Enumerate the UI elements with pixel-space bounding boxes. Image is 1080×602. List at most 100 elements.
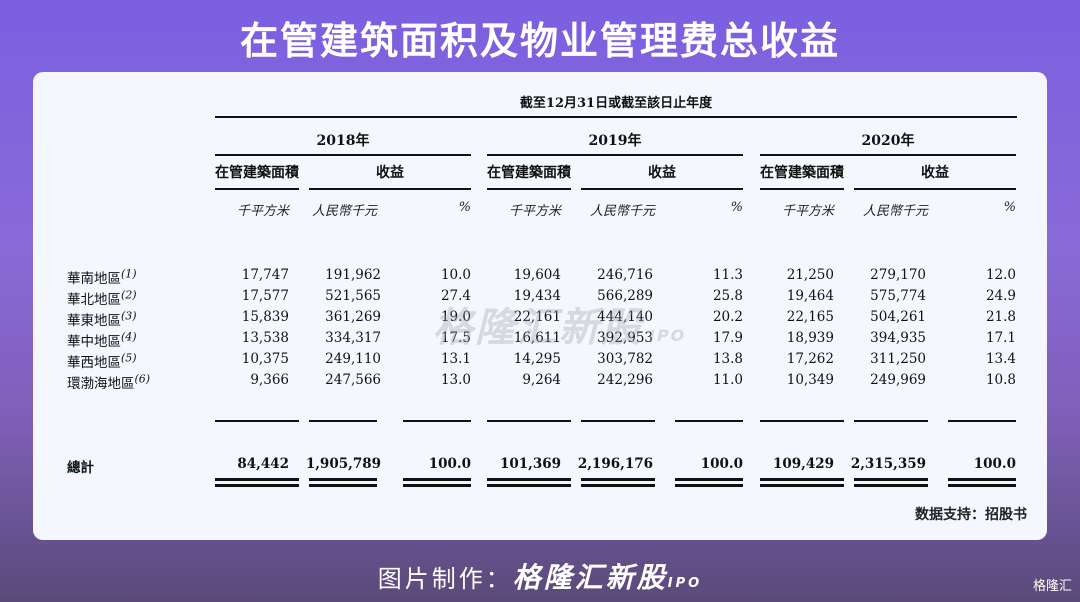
total-double-line: [215, 484, 299, 487]
table-cell: 17.5: [440, 330, 471, 346]
table-cell: 12.0: [985, 267, 1016, 283]
table-cell: 11.0: [712, 372, 743, 388]
footer-ipo: IPO: [667, 576, 703, 591]
divider: [215, 154, 471, 156]
table-cell: 19.0: [440, 309, 471, 325]
table-cell: 521,565: [325, 288, 381, 304]
table-cell: 25.8: [712, 288, 743, 304]
divider: [581, 188, 743, 190]
table-cell: 247,566: [325, 372, 381, 388]
row-label: 華中地區(4): [67, 330, 137, 351]
subtotal-line: [215, 420, 299, 422]
year-2020: 2020年: [861, 133, 915, 149]
unit-pct: %: [730, 200, 743, 215]
divider: [215, 188, 299, 190]
total-double-line: [948, 478, 1016, 481]
table-cell: 16,611: [513, 330, 561, 346]
total-double-line: [403, 484, 471, 487]
unit-area: 千平方米: [781, 204, 834, 219]
table-cell: 19,604: [513, 267, 561, 283]
total-double-line: [581, 484, 655, 487]
total-double-line: [309, 484, 377, 487]
subtotal-line: [948, 420, 1016, 422]
table-cell: 249,110: [325, 351, 381, 367]
table-cell: 191,962: [325, 267, 381, 283]
footer-credit: 图片制作：格隆汇新股IPO: [0, 556, 1080, 596]
footer-brand: 格隆汇新股: [512, 561, 668, 594]
table-cell: 444,140: [597, 309, 653, 325]
table-cell: 10.8: [985, 372, 1016, 388]
total-label: 總計: [67, 460, 94, 476]
table-cell: 10,349: [786, 372, 834, 388]
table-cell: 21.8: [985, 309, 1016, 325]
row-label: 華北地區(2): [67, 288, 137, 309]
table-cell: 17.9: [712, 330, 743, 346]
page-title: 在管建筑面积及物业管理费总收益: [239, 19, 840, 63]
divider: [309, 188, 471, 190]
divider: [215, 116, 1017, 118]
table-cell: 279,170: [870, 267, 926, 283]
source-note: 数据支持：招股书: [915, 507, 1027, 523]
total-double-line: [487, 484, 571, 487]
table-cell: 19,464: [786, 288, 834, 304]
unit-revenue: 人民幣千元: [862, 204, 928, 219]
corner-logo: 格隆汇: [1032, 579, 1072, 594]
total-double-line: [487, 478, 571, 481]
total-double-line: [675, 478, 743, 481]
total-cell: 100.0: [428, 456, 471, 472]
sub-area: 在管建築面積: [760, 165, 844, 181]
table-cell: 22,161: [513, 309, 561, 325]
subtotal-line: [675, 420, 743, 422]
table-cell: 504,261: [870, 309, 926, 325]
divider: [760, 154, 1016, 156]
subtotal-line: [760, 420, 844, 422]
year-2019: 2019年: [588, 133, 642, 149]
table-cell: 13.1: [440, 351, 471, 367]
total-double-line: [760, 484, 844, 487]
table-cell: 19,434: [513, 288, 561, 304]
table-cell: 392,953: [597, 330, 653, 346]
sub-area: 在管建築面積: [215, 165, 299, 181]
row-label: 華南地區(1): [67, 267, 137, 288]
table-cell: 17,577: [241, 288, 289, 304]
table-cell: 9,366: [250, 372, 289, 388]
total-double-line: [948, 484, 1016, 487]
row-label: 華東地區(3): [67, 309, 137, 330]
year-2018: 2018年: [316, 133, 370, 149]
table-cell: 10.0: [440, 267, 471, 283]
table-cell: 10,375: [241, 351, 289, 367]
total-double-line: [309, 478, 377, 481]
row-label: 華西地區(5): [67, 351, 137, 372]
table-cell: 17,262: [786, 351, 834, 367]
unit-revenue: 人民幣千元: [589, 204, 655, 219]
sub-revenue: 收益: [648, 165, 676, 181]
table-cell: 17.1: [985, 330, 1016, 346]
table-cell: 24.9: [985, 288, 1016, 304]
total-cell: 101,369: [499, 456, 561, 472]
total-cell: 100.0: [973, 456, 1016, 472]
divider: [487, 154, 743, 156]
total-double-line: [854, 478, 928, 481]
total-cell: 1,905,789: [305, 456, 381, 472]
total-double-line: [675, 484, 743, 487]
table-cell: 21,250: [786, 267, 834, 283]
unit-area: 千平方米: [236, 204, 289, 219]
total-double-line: [854, 484, 928, 487]
subtotal-line: [581, 420, 655, 422]
footer-prefix: 图片制作：: [377, 565, 513, 593]
table-cell: 242,296: [597, 372, 653, 388]
table-cell: 361,269: [325, 309, 381, 325]
table-cell: 22,165: [786, 309, 834, 325]
period-header: 截至12月31日或截至該日止年度: [519, 96, 713, 111]
subtotal-line: [854, 420, 928, 422]
subtotal-line: [309, 420, 377, 422]
total-double-line: [215, 478, 299, 481]
table-cell: 303,782: [597, 351, 653, 367]
total-cell: 84,442: [237, 456, 289, 472]
watermark: 格隆汇新股 IPO: [433, 305, 687, 351]
table-card: 截至12月31日或截至該日止年度 2018年 2019年 2020年 在管建築面…: [33, 72, 1047, 540]
table-cell: 246,716: [597, 267, 653, 283]
table-cell: 13.0: [440, 372, 471, 388]
total-cell: 2,196,176: [577, 456, 653, 472]
table-cell: 15,839: [241, 309, 289, 325]
